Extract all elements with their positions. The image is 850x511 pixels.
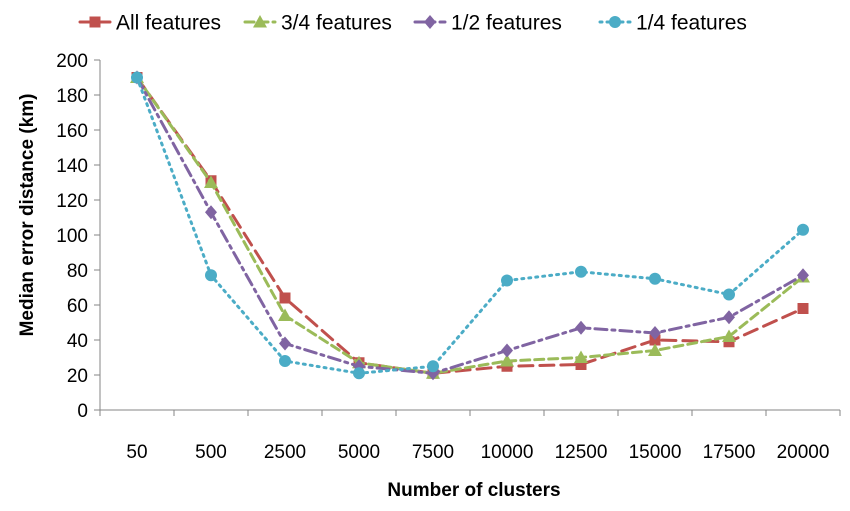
x-axis-title: Number of clusters xyxy=(387,480,560,501)
x-tick-label: 5000 xyxy=(338,442,380,463)
data-point xyxy=(204,175,218,188)
data-point xyxy=(501,343,513,358)
legend-label: All features xyxy=(116,12,221,35)
series-line-1-2-features xyxy=(135,76,805,375)
y-tick-label: 20 xyxy=(67,366,88,387)
data-point xyxy=(279,355,291,367)
legend-swatch-marker xyxy=(609,16,621,28)
y-axis-title: Median error distance (km) xyxy=(17,94,38,337)
x-axis: 50 500 2500 5000 7500 10000 12500 15000 17500 200… xyxy=(99,409,841,463)
data-point xyxy=(575,359,587,370)
data-point xyxy=(278,308,292,321)
data-point xyxy=(722,329,736,342)
legend-item-all-features: All features xyxy=(78,12,221,35)
data-point xyxy=(797,303,809,314)
data-point xyxy=(649,272,661,285)
y-tick-label: 40 xyxy=(67,331,88,352)
x-tick-label: 50 xyxy=(126,442,147,463)
series-line-3-4-features xyxy=(135,76,805,375)
data-point xyxy=(797,223,809,236)
legend-label: 3/4 features xyxy=(281,12,392,35)
y-tick-label: 180 xyxy=(56,86,88,107)
x-tick-label: 2500 xyxy=(264,442,306,463)
x-tick-label: 12500 xyxy=(555,442,608,463)
y-tick-label: 100 xyxy=(56,226,88,247)
series-line-1-4-features xyxy=(135,76,805,375)
data-point xyxy=(427,360,439,373)
series-1-2-features xyxy=(131,70,809,381)
data-point xyxy=(131,71,143,84)
data-point xyxy=(649,326,661,340)
y-tick-label: 160 xyxy=(56,121,88,142)
data-point xyxy=(574,350,588,363)
x-tick-label: 17500 xyxy=(703,442,756,463)
data-point xyxy=(648,343,662,356)
plot-area xyxy=(130,70,810,381)
data-point xyxy=(575,320,587,335)
data-point xyxy=(279,336,291,351)
y-tick-label: 0 xyxy=(77,401,88,422)
y-tick-label: 80 xyxy=(67,261,88,282)
data-point xyxy=(723,310,735,325)
data-point xyxy=(797,268,809,283)
legend-label: 1/2 features xyxy=(451,12,562,35)
data-point xyxy=(575,265,587,278)
x-tick-label: 7500 xyxy=(412,442,454,463)
legend-item-1-4-features: 1/4 features xyxy=(598,12,747,35)
y-tick-label: 60 xyxy=(67,296,88,317)
data-point xyxy=(723,288,735,301)
y-tick-label: 120 xyxy=(56,191,88,212)
x-tick-label: 500 xyxy=(195,442,227,463)
legend-item-3-4-features: 3/4 features xyxy=(243,12,392,35)
legend-label: 1/4 features xyxy=(636,12,747,35)
legend-swatch-marker xyxy=(253,15,267,28)
data-point xyxy=(205,269,217,282)
series-line-all-features xyxy=(135,76,805,375)
data-point xyxy=(500,354,514,367)
series-1-4-features xyxy=(131,71,809,380)
y-axis: 0 20 40 60 80 100 120 140 160 180 200 xyxy=(56,51,101,422)
legend-swatch-marker xyxy=(89,16,101,28)
legend-swatch-marker xyxy=(424,15,436,29)
legend-item-1-2-features: 1/2 features xyxy=(413,12,562,35)
data-point xyxy=(205,205,217,220)
x-tick-label: 15000 xyxy=(629,442,682,463)
y-tick-label: 140 xyxy=(56,156,88,177)
series-all-features xyxy=(131,72,809,379)
x-tick-label: 20000 xyxy=(777,442,830,463)
y-tick-label: 200 xyxy=(56,51,88,72)
data-point xyxy=(353,367,365,380)
data-point xyxy=(279,292,291,304)
series-3-4-features xyxy=(130,70,810,379)
data-point xyxy=(501,274,513,287)
legend: All features 3/4 features 1/2 features 1/4 … xyxy=(78,12,747,35)
x-tick-label: 10000 xyxy=(481,442,534,463)
